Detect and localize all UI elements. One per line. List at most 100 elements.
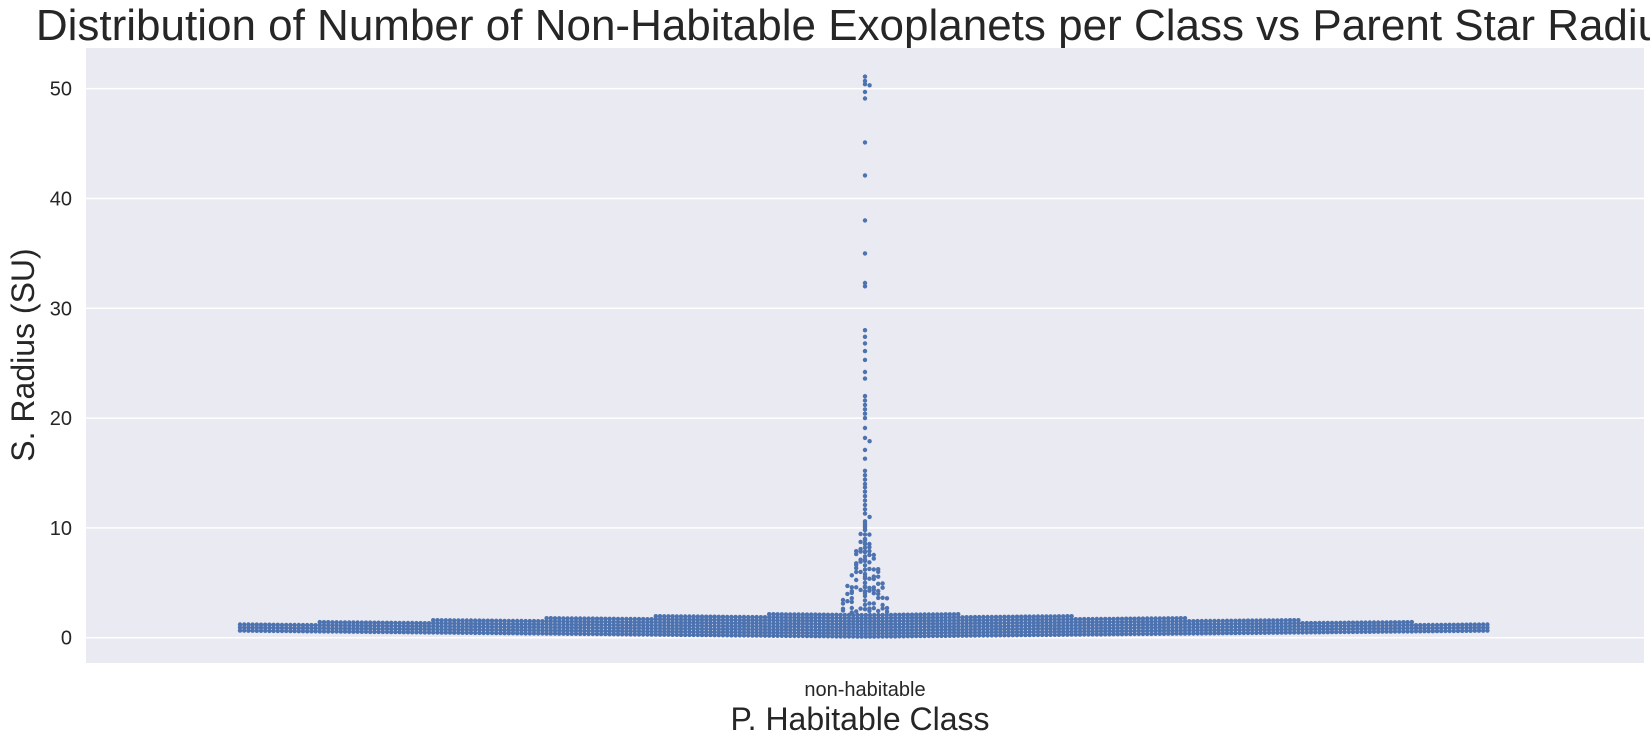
data-point [393, 621, 397, 625]
data-point [544, 616, 548, 620]
data-point [885, 606, 889, 610]
data-point [1212, 619, 1216, 623]
data-point [1187, 619, 1191, 623]
data-point [620, 617, 624, 621]
data-point [330, 620, 334, 624]
data-point [1397, 620, 1401, 624]
data-point [863, 284, 867, 288]
data-point [910, 613, 914, 617]
data-point [334, 620, 338, 624]
data-point [271, 623, 275, 627]
data-point [612, 617, 616, 621]
data-point [1389, 620, 1393, 624]
data-point [863, 574, 867, 578]
data-point [586, 616, 590, 620]
data-point [1137, 616, 1141, 620]
data-point [1284, 618, 1288, 622]
data-point [1111, 617, 1115, 621]
data-point [893, 613, 897, 617]
y-tick-label: 50 [50, 79, 72, 101]
data-point [1279, 618, 1283, 622]
data-point [1074, 617, 1078, 621]
data-point [922, 612, 926, 616]
data-point [1317, 621, 1321, 625]
data-point [250, 622, 254, 626]
data-point [784, 612, 788, 616]
data-point [775, 612, 779, 616]
data-point [649, 617, 653, 621]
data-point [1452, 623, 1456, 627]
data-point [360, 620, 364, 624]
data-point [863, 370, 867, 374]
data-point [872, 606, 876, 610]
data-point [494, 619, 498, 623]
data-point [561, 616, 565, 620]
data-point [796, 612, 800, 616]
data-point [1393, 620, 1397, 624]
data-point [1116, 617, 1120, 621]
data-point [666, 614, 670, 618]
data-point [876, 596, 880, 600]
data-point [439, 618, 443, 622]
data-point [435, 618, 439, 622]
data-point [863, 140, 867, 144]
data-point [355, 620, 359, 624]
data-point [854, 609, 858, 613]
data-point [372, 621, 376, 625]
data-point [867, 567, 871, 571]
data-point [1221, 619, 1225, 623]
data-point [826, 613, 830, 617]
data-point [490, 619, 494, 623]
data-point [1145, 616, 1149, 620]
y-tick-label: 30 [50, 298, 72, 320]
data-point [528, 619, 532, 623]
data-point [389, 621, 393, 625]
data-point [1057, 614, 1061, 618]
data-point [1443, 623, 1447, 627]
data-point [1300, 621, 1304, 625]
data-point [1166, 616, 1170, 620]
data-point [624, 617, 628, 621]
data-point [1149, 616, 1153, 620]
data-point [1162, 616, 1166, 620]
chart-title: Distribution of Number of Non-Habitable … [36, 1, 1650, 50]
data-point [952, 612, 956, 616]
data-point [385, 621, 389, 625]
data-point [863, 90, 867, 94]
data-point [1342, 621, 1346, 625]
data-point [1044, 614, 1048, 618]
data-point [431, 618, 435, 622]
data-point [704, 615, 708, 619]
data-point [876, 609, 880, 613]
data-point [863, 568, 867, 572]
data-point [599, 617, 603, 621]
data-point [259, 623, 263, 627]
data-point [418, 621, 422, 625]
data-point [1061, 614, 1065, 618]
data-point [858, 540, 862, 544]
data-point [1313, 621, 1317, 625]
data-point [872, 553, 876, 557]
data-point [863, 607, 867, 611]
data-point [423, 621, 427, 625]
data-point [863, 407, 867, 411]
data-point [863, 416, 867, 420]
data-point [1447, 623, 1451, 627]
data-point [838, 613, 842, 617]
data-point [1120, 617, 1124, 621]
data-point [313, 623, 317, 627]
data-point [1380, 620, 1384, 624]
data-point [1242, 619, 1246, 623]
data-point [876, 582, 880, 586]
data-point [754, 615, 758, 619]
data-point [834, 613, 838, 617]
data-point [854, 549, 858, 553]
data-point [868, 613, 872, 617]
data-point [662, 614, 666, 618]
data-point [645, 617, 649, 621]
data-point [1233, 619, 1237, 623]
data-point [1153, 616, 1157, 620]
data-point [376, 621, 380, 625]
data-point [1481, 622, 1485, 626]
data-point [977, 615, 981, 619]
